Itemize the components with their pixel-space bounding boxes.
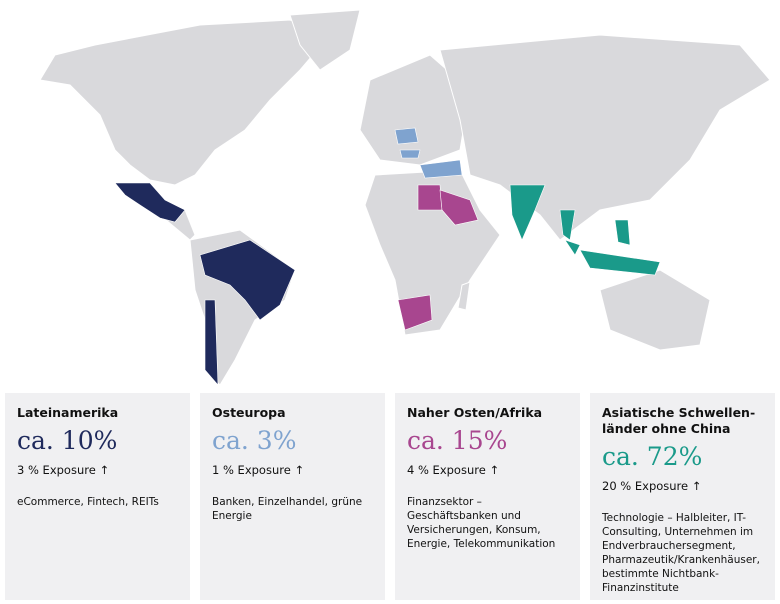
madagascar (457, 281, 471, 311)
region-card: Asiatische Schwellen­länder ohne China c… (590, 393, 775, 600)
turkey (419, 159, 463, 179)
region-card: Lateinamerika ca. 10% 3 % Exposure ↑ eCo… (5, 393, 190, 600)
saudi-arabia (439, 189, 479, 226)
thailand (559, 209, 576, 241)
region-sectors: Finanzsektor – Geschäftsbanken und Versi… (407, 496, 556, 550)
greenland (289, 9, 361, 71)
asia (439, 34, 771, 241)
region-share: ca. 72% (602, 442, 703, 471)
region-name: Naher Osten/Afrika (407, 405, 543, 420)
region-card: Naher Osten/Afrika ca. 15% 4 % Exposure … (395, 393, 580, 600)
egypt (417, 184, 443, 211)
region-card: Osteuropa ca. 3% 1 % Exposure ↑ Banken, … (200, 393, 385, 600)
philippines (614, 219, 631, 246)
indonesia (579, 249, 661, 276)
region-sectors: Technologie – Halbleiter, IT-Consulting,… (602, 512, 760, 594)
south-africa (397, 294, 433, 331)
region-share: ca. 3% (212, 426, 297, 455)
region-exposure: 3 % Exposure ↑ (17, 463, 110, 477)
region-exposure: 4 % Exposure ↑ (407, 463, 500, 477)
australia (599, 269, 711, 351)
india (509, 184, 546, 241)
poland (394, 127, 419, 145)
region-exposure: 1 % Exposure ↑ (212, 463, 305, 477)
europe (359, 54, 471, 166)
brazil (199, 239, 296, 321)
region-share: ca. 15% (407, 426, 508, 455)
region-exposure: 20 % Exposure ↑ (602, 479, 702, 493)
world-map (39, 9, 771, 386)
chile (204, 299, 219, 386)
region-name: Osteuropa (212, 405, 286, 420)
hungary (399, 149, 421, 159)
region-sectors: eCommerce, Fintech, REITs (17, 496, 159, 508)
region-share: ca. 10% (17, 426, 118, 455)
mexico (114, 182, 186, 223)
region-sectors: Banken, Einzelhandel, grüne Energie (212, 496, 363, 522)
north-america (39, 19, 331, 186)
region-name: Asiatische Schwellen­länder ohne China (602, 405, 756, 436)
malaysia (564, 239, 581, 256)
region-name: Lateinamerika (17, 405, 119, 420)
